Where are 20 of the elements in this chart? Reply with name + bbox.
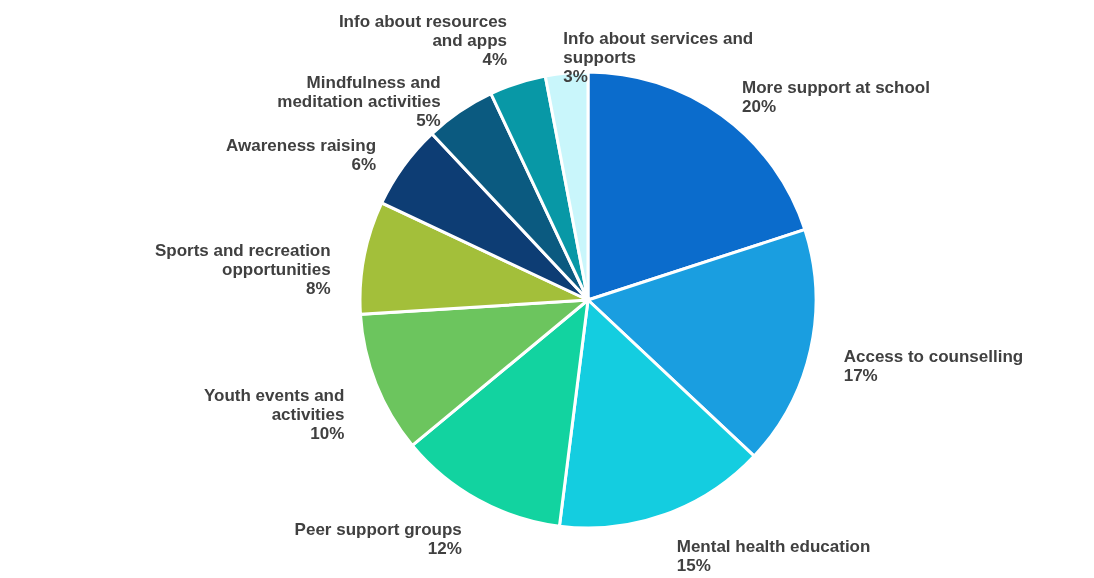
slice-label: Access to counselling [843, 347, 1024, 367]
slice-label: Mental health education [676, 536, 871, 556]
slice-label: Info about services and supports [563, 29, 754, 68]
data-label: 3% [563, 67, 588, 87]
data-label: 20% [742, 97, 777, 117]
slice-label: Youth events and activities [203, 386, 345, 425]
slice-label: Mindfulness and meditation activities [277, 73, 441, 112]
slice-label: Awareness raising [226, 136, 377, 155]
data-label: 6% [351, 155, 377, 174]
data-label: 15% [676, 555, 711, 575]
slice-label: Info about resources and apps [338, 12, 508, 51]
data-label: 17% [843, 366, 878, 386]
slice-label: Peer support groups [294, 519, 462, 539]
data-label: 12% [427, 538, 462, 558]
data-label: 5% [416, 111, 441, 131]
slice-label: More support at school [742, 78, 930, 98]
slice-label: Sports and recreation opportunities [154, 240, 331, 279]
data-label: 4% [482, 50, 508, 70]
data-label: 10% [310, 424, 345, 444]
data-label: 8% [306, 278, 331, 298]
